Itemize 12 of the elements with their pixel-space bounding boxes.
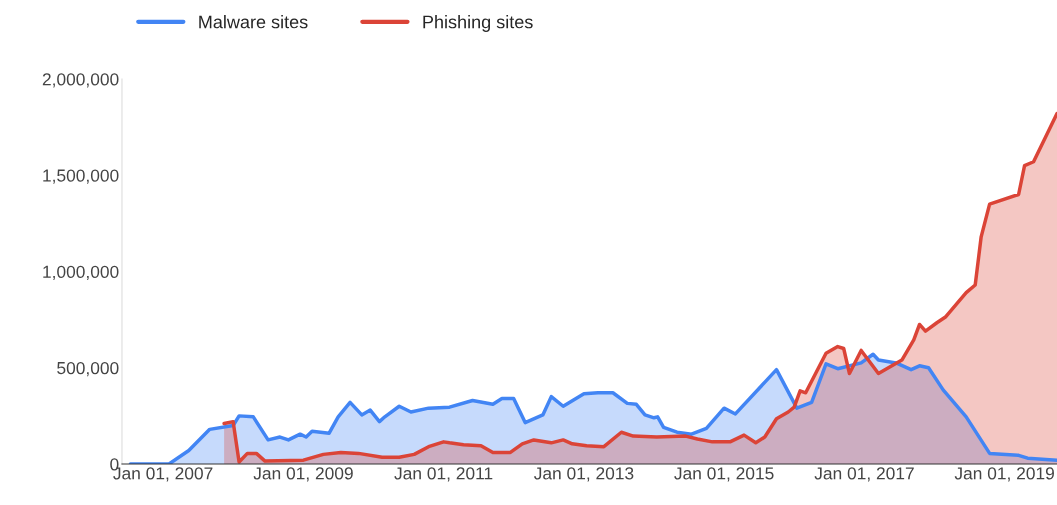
legend-label: Phishing sites <box>423 15 533 32</box>
x-tick-label: Jan 01, 2015 <box>674 467 774 482</box>
y-tick-label: 1,000,000 <box>43 265 119 280</box>
x-tick-label: Jan 01, 2017 <box>814 467 914 482</box>
x-tick-label: Jan 01, 2019 <box>954 467 1054 482</box>
x-tick-label: Jan 01, 2011 <box>394 467 493 482</box>
y-tick-label: 500,000 <box>57 361 119 377</box>
legend-label: Malware sites <box>199 15 308 29</box>
x-tick-label: Jan 01, 2013 <box>534 467 634 482</box>
x-tick-label: Jan 01, 2009 <box>253 467 353 482</box>
y-tick-label: 2,000,000 <box>42 73 119 88</box>
y-tick-label: 1,500,000 <box>43 169 119 184</box>
